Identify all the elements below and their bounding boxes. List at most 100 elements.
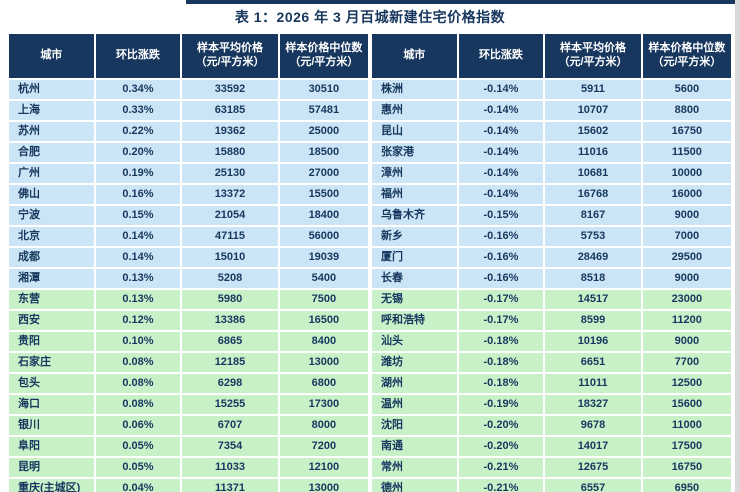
cell-avg-price: 15255 [180, 393, 280, 416]
cell-city: 汕头 [370, 330, 459, 353]
cell-avg-price: 11371 [180, 477, 280, 492]
cell-change: 0.20% [93, 141, 183, 164]
cell-city: 昆明 [7, 456, 96, 479]
cell-median-price: 13000 [277, 477, 371, 492]
table-row: 东营 0.13% 5980 7500 [7, 288, 371, 311]
cell-change: 0.33% [93, 99, 183, 122]
cell-median-price: 56000 [277, 225, 371, 248]
table-row: 德州 -0.21% 6557 6950 [370, 477, 733, 492]
header-median-price: 样本价格中位数 （元/平方米） [640, 32, 733, 80]
table-row: 广州 0.19% 25130 27000 [7, 162, 371, 185]
cell-avg-price: 8518 [543, 267, 643, 290]
cell-change: 0.16% [93, 183, 183, 206]
tables-container: 城市 环比涨跌 样本平均价格 （元/平方米） 样本价格中位数 （元/平方米） 杭… [7, 32, 733, 492]
cell-avg-price: 28469 [543, 246, 643, 269]
table-row: 呼和浩特 -0.17% 8599 11200 [370, 309, 733, 332]
header-avg-price: 样本平均价格 （元/平方米） [180, 32, 280, 80]
cell-median-price: 16500 [277, 309, 371, 332]
cell-median-price: 16750 [640, 456, 733, 479]
header-change: 环比涨跌 [456, 32, 546, 80]
cell-change: -0.18% [456, 351, 546, 374]
cell-change: 0.14% [93, 225, 183, 248]
cell-change: -0.14% [456, 78, 546, 101]
cell-city: 沈阳 [370, 414, 459, 437]
cell-avg-price: 6557 [543, 477, 643, 492]
cell-city: 新乡 [370, 225, 459, 248]
cell-avg-price: 13372 [180, 183, 280, 206]
cell-median-price: 5600 [640, 78, 733, 101]
cell-median-price: 15500 [277, 183, 371, 206]
table-row: 苏州 0.22% 19362 25000 [7, 120, 371, 143]
cell-median-price: 11200 [640, 309, 733, 332]
cell-change: -0.16% [456, 267, 546, 290]
cell-city: 南通 [370, 435, 459, 458]
table-row: 佛山 0.16% 13372 15500 [7, 183, 371, 206]
header-change: 环比涨跌 [93, 32, 183, 80]
cell-city: 温州 [370, 393, 459, 416]
table-title: 表 1：2026 年 3 月百城新建住宅价格指数 [234, 9, 506, 25]
cell-avg-price: 6865 [180, 330, 280, 353]
cell-median-price: 17500 [640, 435, 733, 458]
table-row: 杭州 0.34% 33592 30510 [7, 78, 371, 101]
cell-median-price: 13000 [277, 351, 371, 374]
table-row: 湘潭 0.13% 5208 5400 [7, 267, 371, 290]
cell-change: 0.15% [93, 204, 183, 227]
cell-avg-price: 47115 [180, 225, 280, 248]
cell-avg-price: 11016 [543, 141, 643, 164]
top-rule-divider [186, 0, 740, 4]
cell-city: 潍坊 [370, 351, 459, 374]
cell-avg-price: 11033 [180, 456, 280, 479]
cell-change: 0.13% [93, 267, 183, 290]
cell-avg-price: 5911 [543, 78, 643, 101]
table-row: 成都 0.14% 15010 19039 [7, 246, 371, 269]
cell-avg-price: 63185 [180, 99, 280, 122]
cell-avg-price: 7354 [180, 435, 280, 458]
cell-median-price: 8800 [640, 99, 733, 122]
cell-city: 银川 [7, 414, 96, 437]
cell-change: -0.14% [456, 141, 546, 164]
table-header: 城市 环比涨跌 样本平均价格 （元/平方米） 样本价格中位数 （元/平方米） [370, 32, 733, 80]
cell-city: 苏州 [7, 120, 96, 143]
cell-change: -0.17% [456, 288, 546, 311]
table-header: 城市 环比涨跌 样本平均价格 （元/平方米） 样本价格中位数 （元/平方米） [7, 32, 371, 80]
cell-median-price: 9000 [640, 330, 733, 353]
cell-median-price: 18500 [277, 141, 371, 164]
cell-median-price: 5400 [277, 267, 371, 290]
cell-city: 合肥 [7, 141, 96, 164]
cell-change: -0.15% [456, 204, 546, 227]
table-row: 福州 -0.14% 16768 16000 [370, 183, 733, 206]
cell-city: 长春 [370, 267, 459, 290]
cell-avg-price: 12675 [543, 456, 643, 479]
table-row: 沈阳 -0.20% 9678 11000 [370, 414, 733, 437]
header-city: 城市 [7, 32, 96, 80]
cell-median-price: 18400 [277, 204, 371, 227]
price-table-left: 城市 环比涨跌 样本平均价格 （元/平方米） 样本价格中位数 （元/平方米） 杭… [7, 32, 371, 492]
cell-change: 0.05% [93, 456, 183, 479]
cell-avg-price: 8167 [543, 204, 643, 227]
cell-city: 成都 [7, 246, 96, 269]
cell-change: 0.34% [93, 78, 183, 101]
cell-median-price: 19039 [277, 246, 371, 269]
cell-avg-price: 10681 [543, 162, 643, 185]
cell-city: 湖州 [370, 372, 459, 395]
header-median-price: 样本价格中位数 （元/平方米） [277, 32, 371, 80]
cell-change: -0.21% [456, 477, 546, 492]
table-row: 海口 0.08% 15255 17300 [7, 393, 371, 416]
cell-change: 0.05% [93, 435, 183, 458]
cell-median-price: 16750 [640, 120, 733, 143]
cell-median-price: 12100 [277, 456, 371, 479]
cell-change: -0.20% [456, 414, 546, 437]
cell-avg-price: 10707 [543, 99, 643, 122]
cell-avg-price: 18327 [543, 393, 643, 416]
cell-avg-price: 6707 [180, 414, 280, 437]
table-row: 乌鲁木齐 -0.15% 8167 9000 [370, 204, 733, 227]
cell-city: 杭州 [7, 78, 96, 101]
cell-avg-price: 5753 [543, 225, 643, 248]
cell-avg-price: 14017 [543, 435, 643, 458]
cell-median-price: 27000 [277, 162, 371, 185]
cell-change: -0.18% [456, 330, 546, 353]
cell-avg-price: 9678 [543, 414, 643, 437]
cell-avg-price: 33592 [180, 78, 280, 101]
header-avg-price: 样本平均价格 （元/平方米） [543, 32, 643, 80]
cell-change: 0.13% [93, 288, 183, 311]
